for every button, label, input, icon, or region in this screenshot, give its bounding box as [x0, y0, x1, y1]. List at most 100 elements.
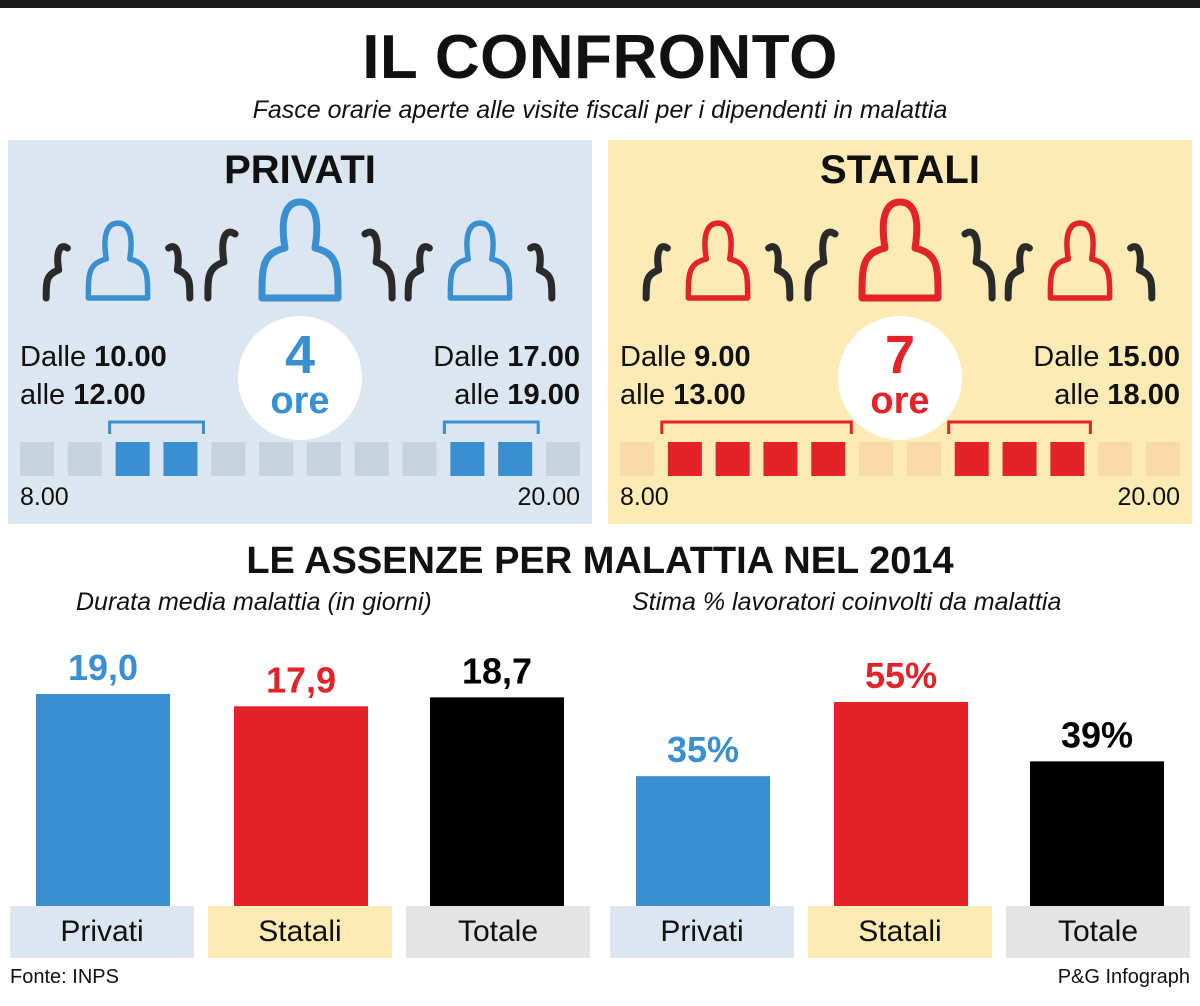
morning-from-label: Dalle — [620, 341, 687, 373]
category-label-totale-percentage: Totale — [1006, 906, 1190, 958]
morning-slot-statali: Dalle 9.00 alle 13.00 — [620, 338, 751, 414]
afternoon-to-time: 18.00 — [1107, 379, 1180, 411]
category-label-privati-duration: Privati — [10, 906, 194, 958]
hours-unit: ore — [270, 380, 330, 422]
morning-from-label: Dalle — [20, 341, 87, 373]
afternoon-from-time: 15.00 — [1107, 341, 1180, 373]
bar-statali-percentage — [834, 702, 968, 906]
scale-end-privati: 20.00 — [517, 483, 580, 511]
open-hour-square — [715, 442, 750, 476]
afternoon-from-label: Dalle — [433, 341, 500, 373]
category-label-privati-percentage: Privati — [610, 906, 794, 958]
bar-value-label: 18,7 — [462, 650, 532, 691]
person-back-left-icon — [404, 243, 433, 302]
open-hour-square — [1002, 442, 1037, 476]
person-back-right-icon — [361, 228, 396, 302]
category-label-statali-duration: Statali — [208, 906, 392, 958]
panel-title-statali: STATALI — [820, 148, 980, 192]
people-icon-group-statali — [642, 198, 1156, 302]
person-back-left-icon — [1004, 243, 1033, 302]
bar-value-label: 19,0 — [68, 647, 138, 688]
open-hour-square — [498, 442, 533, 476]
closed-hour-square — [259, 442, 294, 476]
bar-totale-percentage — [1030, 761, 1164, 906]
section-title: LE ASSENZE PER MALATTIA NEL 2014 — [246, 540, 954, 582]
closed-hour-square — [906, 442, 941, 476]
footer-source: Fonte: INPS — [10, 966, 119, 988]
main-title: IL CONFRONTO — [362, 23, 838, 92]
morning-slot-privati: Dalle 10.00 alle 12.00 — [20, 338, 167, 414]
person-back-right-icon — [1127, 243, 1156, 302]
footer-credit: P&G Infograph — [1057, 966, 1190, 988]
person-back-right-icon — [165, 243, 194, 302]
time-range-bracket — [108, 420, 205, 434]
open-hour-square — [954, 442, 989, 476]
afternoon-slot-statali: Dalle 15.00 alle 18.00 — [1033, 338, 1180, 414]
open-hour-square — [1050, 442, 1085, 476]
closed-hour-square — [1146, 442, 1180, 476]
closed-hour-square — [402, 442, 437, 476]
person-back-left-icon — [804, 228, 839, 302]
bar-privati-percentage — [636, 776, 770, 906]
open-hour-square — [811, 442, 846, 476]
hour-squares-privati — [20, 420, 580, 476]
category-label-statali-percentage: Statali — [808, 906, 992, 958]
afternoon-from-time: 17.00 — [507, 341, 580, 373]
chart-title-duration: Durata media malattia (in giorni) — [76, 588, 432, 616]
closed-hour-square — [67, 442, 102, 476]
person-front-icon — [858, 198, 942, 302]
closed-hour-square — [620, 442, 654, 476]
hours-unit: ore — [870, 380, 930, 422]
time-range-bracket — [947, 420, 1092, 434]
morning-to-time: 12.00 — [73, 379, 146, 411]
closed-hour-square — [20, 442, 54, 476]
closed-hour-square — [546, 442, 580, 476]
hours-number: 4 — [284, 325, 316, 385]
person-back-right-icon — [961, 228, 996, 302]
bar-totale-duration — [430, 697, 564, 906]
person-back-left-icon — [42, 243, 71, 302]
morning-from-time: 10.00 — [94, 341, 167, 373]
person-front-icon — [447, 220, 513, 301]
hours-badge-statali: 7 ore — [838, 316, 962, 440]
person-back-right-icon — [527, 243, 556, 302]
open-hour-square — [667, 442, 702, 476]
panel-privati: PRIVATI Dalle 10.00 alle 12.00 4 ore Dal… — [8, 140, 592, 524]
category-label-totale-duration: Totale — [406, 906, 590, 958]
closed-hour-square — [1098, 442, 1133, 476]
person-front-icon — [685, 220, 751, 301]
afternoon-from-label: Dalle — [1033, 341, 1100, 373]
bar-privati-duration — [36, 694, 170, 906]
morning-from-time: 9.00 — [694, 341, 751, 373]
bar-value-label: 17,9 — [266, 659, 336, 700]
hours-number: 7 — [884, 325, 916, 385]
hour-squares-statali — [620, 420, 1180, 476]
bar-value-label: 39% — [1061, 714, 1133, 755]
scale-start-statali: 8.00 — [620, 483, 669, 511]
bar-value-label: 55% — [865, 655, 937, 696]
person-back-left-icon — [642, 243, 671, 302]
time-range-bracket — [442, 420, 540, 434]
chart-title-percentage: Stima % lavoratori coinvolti da malattia — [632, 588, 1062, 616]
scale-end-statali: 20.00 — [1117, 483, 1180, 511]
main-subtitle: Fasce orarie aperte alle visite fiscali … — [252, 96, 948, 124]
open-hour-square — [450, 442, 485, 476]
closed-hour-square — [354, 442, 389, 476]
person-back-left-icon — [204, 228, 239, 302]
bar-statali-duration — [234, 706, 368, 906]
morning-to-label: alle — [20, 379, 66, 411]
afternoon-to-label: alle — [1054, 379, 1100, 411]
panel-title-privati: PRIVATI — [224, 148, 376, 192]
morning-to-label: alle — [620, 379, 666, 411]
afternoon-slot-privati: Dalle 17.00 alle 19.00 — [433, 338, 580, 414]
person-front-icon — [85, 220, 151, 301]
top-rule — [0, 0, 1200, 8]
afternoon-to-time: 19.00 — [507, 379, 580, 411]
open-hour-square — [115, 442, 150, 476]
closed-hour-square — [859, 442, 894, 476]
panel-statali: STATALI Dalle 9.00 alle 13.00 7 ore Dall… — [608, 140, 1192, 524]
open-hour-square — [163, 442, 198, 476]
open-hour-square — [763, 442, 798, 476]
bar-charts: 19,0 17,9 18,7 35% 55% 39% — [36, 647, 1164, 906]
people-icon-group-privati — [42, 198, 556, 302]
